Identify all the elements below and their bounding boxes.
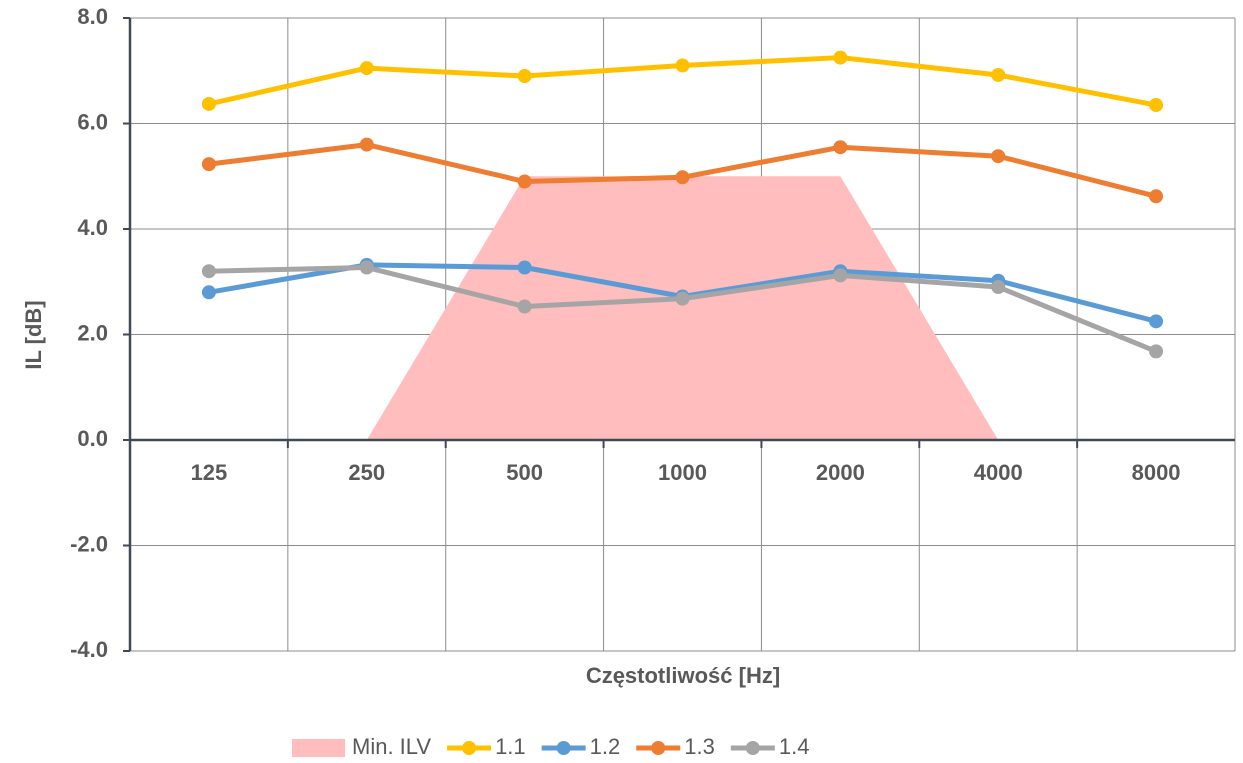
marker (1149, 314, 1164, 329)
marker (517, 174, 532, 189)
legend-marker (745, 741, 760, 755)
legend-label: 1.4 (779, 734, 810, 759)
marker (517, 299, 532, 314)
marker (359, 260, 374, 275)
marker (517, 69, 532, 84)
marker (991, 67, 1006, 82)
y-tick-label: -2.0 (70, 531, 108, 556)
x-tick-label: 2000 (816, 460, 865, 485)
marker (675, 291, 690, 306)
x-tick-label: 250 (348, 460, 385, 485)
y-tick-label: 4.0 (77, 215, 108, 240)
legend-label: 1.3 (684, 734, 715, 759)
marker (991, 280, 1006, 295)
marker (201, 96, 216, 111)
marker (675, 170, 690, 185)
x-axis-title: Częstotliwość [Hz] (586, 663, 780, 688)
y-tick-label: -4.0 (70, 637, 108, 662)
marker (517, 260, 532, 275)
marker (359, 137, 374, 152)
x-tick-label: 500 (506, 460, 543, 485)
marker (201, 285, 216, 300)
x-tick-label: 8000 (1132, 460, 1181, 485)
marker (201, 157, 216, 172)
x-tick-label: 1000 (658, 460, 707, 485)
marker (833, 268, 848, 283)
y-tick-label: 6.0 (77, 109, 108, 134)
y-axis-title: IL [dB] (21, 300, 46, 369)
legend-marker (556, 741, 571, 755)
marker (201, 264, 216, 279)
marker (991, 149, 1006, 164)
marker (833, 50, 848, 65)
legend-marker (651, 741, 666, 755)
legend-marker (462, 741, 477, 755)
marker (359, 61, 374, 76)
area (208, 176, 1157, 440)
marker (1149, 98, 1164, 113)
y-tick-label: 0.0 (77, 426, 108, 451)
marker (1149, 189, 1164, 204)
x-tick-label: 4000 (974, 460, 1023, 485)
marker (675, 58, 690, 73)
x-tick-label: 125 (191, 460, 228, 485)
marker (833, 140, 848, 155)
marker (1149, 344, 1164, 359)
legend-label: 1.1 (495, 734, 526, 759)
y-tick-label: 2.0 (77, 320, 108, 345)
legend-label: Min. ILV (352, 734, 431, 759)
legend-swatch (292, 739, 345, 757)
y-tick-label: 8.0 (77, 4, 108, 29)
legend-label: 1.2 (590, 734, 621, 759)
